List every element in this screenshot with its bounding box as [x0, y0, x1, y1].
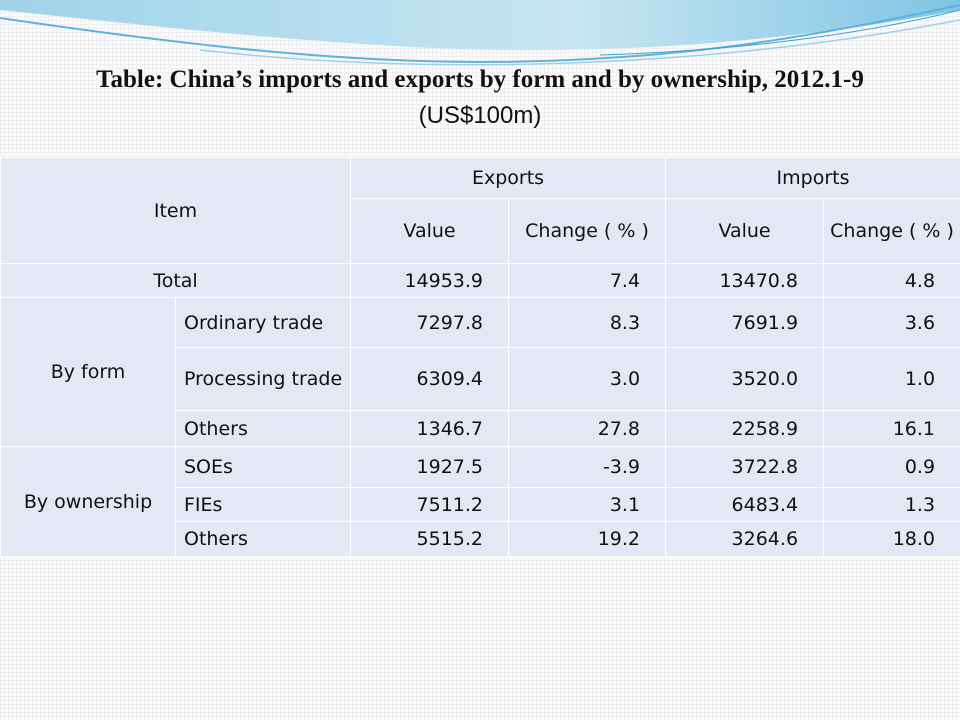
group-label: By form: [0, 297, 176, 447]
cell: 3.6: [823, 297, 960, 348]
cell: 3.0: [508, 347, 667, 411]
row-label: Total: [0, 263, 352, 298]
row-label: FIEs: [174, 487, 352, 522]
cell: 1.0: [823, 347, 960, 411]
cell: -3.9: [508, 446, 667, 488]
cell: 2258.9: [665, 410, 825, 447]
header-cell: Value: [350, 198, 510, 264]
cell: 7.4: [508, 263, 667, 298]
cell: 3264.6: [665, 521, 825, 557]
table-row: By form Ordinary trade 7297.8 8.3 7691.9 3.6: [0, 297, 960, 447]
cell: 1927.5: [350, 446, 510, 488]
cell: 3.1: [508, 487, 667, 522]
cell: 19.2: [508, 521, 667, 557]
cell: 4.8: [823, 263, 960, 298]
header-cell: Change ( % ): [508, 198, 667, 264]
cell: 1.3: [823, 487, 960, 522]
table-body: By form Ordinary trade 7297.8 8.3 7691.9 3.6 P…: [0, 297, 960, 557]
title: Table: China’s imports and exports by fo…: [96, 66, 864, 93]
row-label: Processing trade: [174, 347, 352, 411]
data-table: Item Exports Imports Value Change ( % ) …: [0, 157, 960, 557]
cell: 1346.7: [350, 410, 510, 447]
cell: 0.9: [823, 446, 960, 488]
cell: 16.1: [823, 410, 960, 447]
table-row: Others 5515.2 19.2 3264.6 18.0: [1, 521, 960, 557]
cell: 7691.9: [665, 297, 825, 348]
row-label: Others: [174, 521, 352, 557]
row-label: Ordinary trade: [174, 297, 352, 348]
cell: 14953.9: [350, 263, 510, 298]
cell: 6309.4: [350, 347, 510, 411]
cell: 5515.2: [350, 521, 510, 557]
row-label: SOEs: [174, 446, 352, 488]
cell: 3520.0: [665, 347, 825, 411]
row-label: Others: [174, 410, 352, 447]
header-cell: Imports: [665, 157, 960, 199]
header-cell: Exports: [350, 157, 667, 199]
group-label: By ownership: [0, 446, 176, 557]
table-row: Others 1346.7 27.8 2258.9 16.1: [1, 410, 960, 447]
cell: 7511.2: [350, 487, 510, 522]
cell: 8.3: [508, 297, 667, 348]
header-cell: Item: [0, 157, 352, 264]
cell: 6483.4: [665, 487, 825, 522]
cell: 3722.8: [665, 446, 825, 488]
wave-decoration: [0, 0, 960, 66]
header-cell: Change ( % ): [823, 198, 960, 264]
cell: 27.8: [508, 410, 667, 447]
header-cell: Value: [665, 198, 825, 264]
cell: 13470.8: [665, 263, 825, 298]
subtitle: (US$100m): [418, 102, 542, 129]
cell: 18.0: [823, 521, 960, 557]
cell: 7297.8: [350, 297, 510, 348]
table-row: By ownership SOEs 1927.5 -3.9 3722.8 0.9: [0, 446, 960, 557]
table-row: Processing trade 6309.4 3.0 3520.0 1.0: [1, 347, 960, 411]
